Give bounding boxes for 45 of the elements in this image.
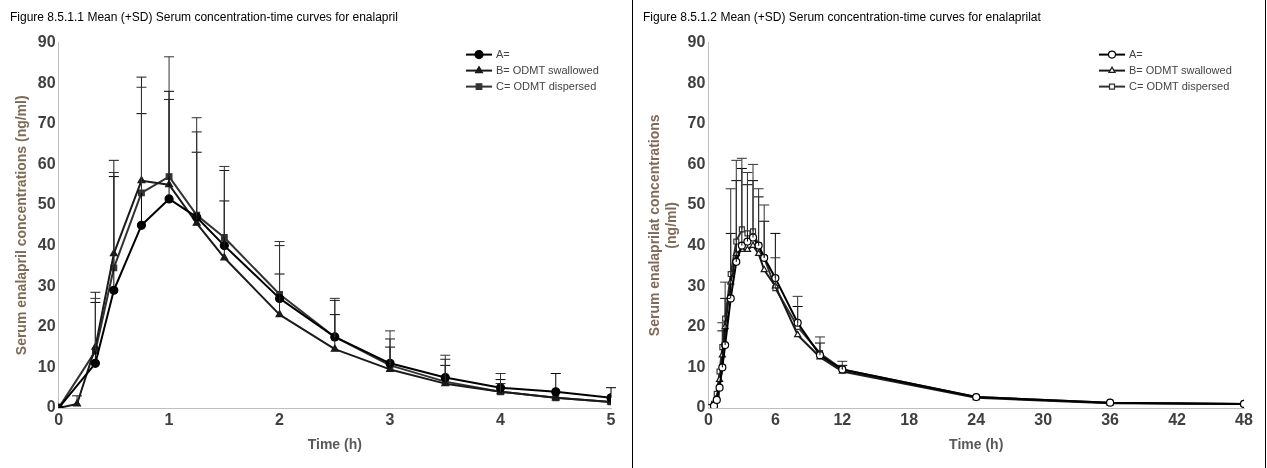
y-tick-label: 40 [687, 236, 706, 254]
x-axis-title: Time (h) [307, 436, 362, 453]
y-tick-label: 40 [37, 236, 56, 254]
x-tick-label: 36 [1101, 411, 1120, 429]
y-tick-label: 50 [37, 195, 56, 213]
legend-label: B= ODMT swallowed [1129, 63, 1232, 76]
x-tick-label: 3 [385, 411, 395, 429]
x-tick-label: 30 [1034, 411, 1053, 429]
legend-label: C= ODMT dispersed [1129, 79, 1230, 92]
chart-title: Figure 8.5.1.2 Mean (+SD) Serum concentration-time curves for enalaprilat [643, 10, 1041, 24]
y-tick-label: 20 [687, 317, 706, 335]
y-tick-label: 70 [37, 114, 56, 132]
y-tick-label: 0 [46, 398, 56, 416]
x-tick-label: 6 [770, 411, 780, 429]
legend-label: A= [1129, 47, 1143, 60]
y-tick-label: 60 [687, 154, 706, 172]
y-tick-label: 90 [37, 33, 56, 51]
x-tick-label: 48 [1235, 411, 1253, 429]
x-tick-label: 1 [164, 411, 174, 429]
y-tick-label: 80 [37, 73, 56, 91]
y-tick-label: 90 [687, 33, 706, 51]
y-tick-label: 20 [37, 317, 56, 335]
x-tick-label: 2 [275, 411, 285, 429]
y-tick-label: 0 [696, 398, 706, 416]
x-axis-title: Time (h) [949, 436, 1004, 453]
legend-label: A= [496, 47, 510, 60]
x-tick-label: 12 [833, 411, 852, 429]
x-tick-label: 42 [1168, 411, 1187, 429]
x-tick-label: 5 [606, 411, 616, 429]
y-tick-label: 10 [37, 357, 56, 375]
y-tick-label: 80 [687, 73, 706, 91]
y-tick-label: 10 [687, 357, 706, 375]
x-tick-label: 18 [900, 411, 919, 429]
y-tick-label: 30 [37, 276, 56, 294]
x-tick-label: 24 [967, 411, 986, 429]
y-tick-label: 60 [37, 154, 56, 172]
legend-label: C= ODMT dispersed [496, 79, 597, 92]
y-axis-title: Serum enalaprilat concentrations (ng/ml) [646, 114, 680, 337]
y-tick-label: 50 [687, 195, 706, 213]
chart-title: Figure 8.5.1.1 Mean (+SD) Serum concentration-time curves for enalapril [10, 10, 398, 24]
y-tick-label: 70 [687, 114, 706, 132]
x-tick-label: 4 [496, 411, 506, 429]
y-tick-label: 30 [687, 276, 706, 294]
y-axis-title: Serum enalapril concentrations (ng/ml) [13, 95, 30, 356]
legend-label: B= ODMT swallowed [496, 63, 599, 76]
